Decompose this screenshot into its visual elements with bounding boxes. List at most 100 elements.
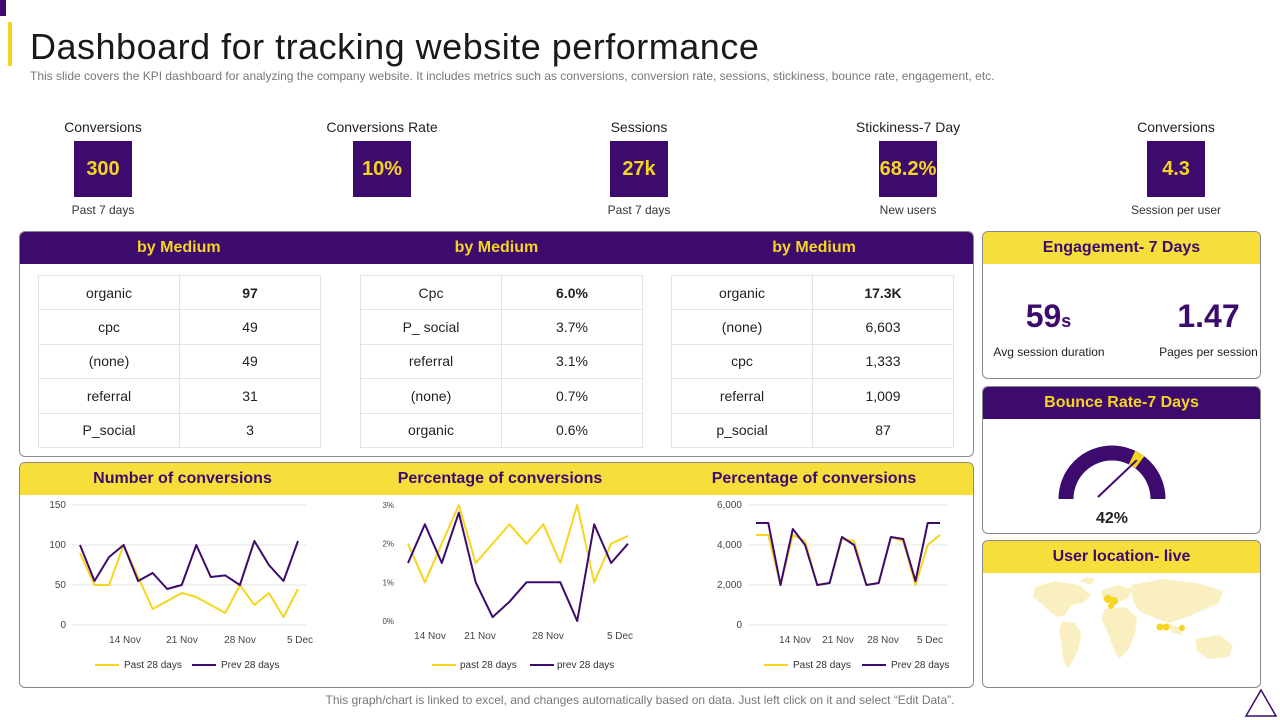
medium-conversions-table: organic 97 cpc 49 (none) 49 referral 31 P_so… xyxy=(38,274,321,448)
x-tick-label: 21 Nov xyxy=(464,631,496,642)
world-map-land xyxy=(1033,577,1233,669)
kpi-value: 10% xyxy=(353,141,411,197)
page-title: Dashboard for tracking website performan… xyxy=(30,26,760,67)
kpi-label: Sessions xyxy=(610,119,668,135)
kpi-value: 27k xyxy=(610,141,668,197)
table-cell-medium: referral xyxy=(671,378,813,414)
y-tick-label: 2,000 xyxy=(717,580,742,591)
table-row: cpc 49 xyxy=(38,309,321,345)
bounce-gauge: 42% xyxy=(1058,445,1166,527)
kpi-label: Conversions xyxy=(64,119,142,135)
by-medium-header: by Medium xyxy=(454,239,539,256)
series-line xyxy=(79,544,299,618)
table-cell-value: 0.7% xyxy=(501,378,643,414)
table-row: (none) 6,603 xyxy=(671,309,954,345)
chart-title: Percentage of conversions xyxy=(397,470,603,487)
x-tick-label: 21 Nov xyxy=(166,635,198,646)
kpi-label: Conversions Rate xyxy=(326,119,438,135)
table-cell-medium: p_social xyxy=(671,412,813,448)
kpi-value: 68.2% xyxy=(879,141,937,197)
table-cell-value: 87 xyxy=(812,412,954,448)
conversion-charts-panel: Number of conversions Percentage of conv… xyxy=(19,462,974,688)
chart-header-bar: Number of conversions Percentage of conv… xyxy=(20,463,973,495)
legend-label: Past 28 days xyxy=(124,660,182,671)
kpi-sub xyxy=(297,203,467,217)
by-medium-header: by Medium xyxy=(137,239,221,256)
number-of-conversions-chart: 150 100 50 0 14 Nov 21 Nov 28 Nov 5 Dec Past 28 … xyxy=(49,500,313,671)
series-line xyxy=(79,540,299,590)
kpi-sub: Past 7 days xyxy=(71,203,135,217)
kpi-label: Conversions xyxy=(1137,119,1215,135)
kpi-sessions: Sessions 27k Past 7 days xyxy=(554,118,724,217)
duration-unit: s xyxy=(1061,311,1072,331)
table-cell-value: 49 xyxy=(179,309,321,345)
table-cell-medium: P_social xyxy=(38,412,180,448)
table-row: referral 3.1% xyxy=(360,343,643,380)
x-tick-label: 5 Dec xyxy=(917,635,943,646)
table-row: referral 31 xyxy=(38,378,321,414)
pages-per-session-value: 1.47 xyxy=(1177,298,1240,334)
y-tick-label: 3% xyxy=(382,501,394,510)
y-tick-label: 100 xyxy=(49,540,66,551)
y-tick-label: 2% xyxy=(382,540,394,549)
table-cell-value: 6,603 xyxy=(812,309,954,345)
table-cell-value: 0.6% xyxy=(501,412,643,448)
y-tick-label: 1% xyxy=(382,578,394,587)
table-row: P_social 3 xyxy=(38,412,321,448)
chart-title: Number of conversions xyxy=(93,470,272,487)
series-line xyxy=(407,511,629,622)
live-location-dots xyxy=(1104,595,1185,631)
table-cell-value: 1,333 xyxy=(812,343,954,380)
x-tick-label: 5 Dec xyxy=(607,631,633,642)
y-tick-label: 4,000 xyxy=(717,540,742,551)
table-cell-value: 3.7% xyxy=(501,309,643,345)
table-cell-value: 1,009 xyxy=(812,378,954,414)
x-tick-label: 5 Dec xyxy=(287,635,313,646)
table-cell-medium: referral xyxy=(360,343,502,380)
table-cell-medium: P_ social xyxy=(360,309,502,345)
location-dot xyxy=(1179,625,1185,631)
kpi-sub: New users xyxy=(879,203,937,217)
x-tick-label: 14 Nov xyxy=(414,631,446,642)
table-cell-medium: (none) xyxy=(671,309,813,345)
x-tick-label: 28 Nov xyxy=(867,635,899,646)
table-cell-medium: (none) xyxy=(38,343,180,380)
table-cell-value: 49 xyxy=(179,343,321,380)
footnote: This graph/chart is linked to excel, and… xyxy=(325,693,955,707)
chart-title: Percentage of conversions xyxy=(711,470,917,487)
x-tick-label: 28 Nov xyxy=(532,631,564,642)
bounce-rate-panel: Bounce Rate-7 Days 42% xyxy=(982,386,1261,534)
percentage-of-conversions-chart-2: 6,000 4,000 2,000 0 14 Nov 21 Nov 28 Nov 5 Dec P… xyxy=(717,500,949,671)
y-tick-label: 0 xyxy=(736,620,742,631)
table-cell-medium: cpc xyxy=(38,309,180,345)
page-subtitle: This slide covers the KPI dashboard for … xyxy=(30,69,995,83)
world-map xyxy=(1033,577,1233,669)
kpi-stickiness: Stickiness-7 Day 68.2% New users xyxy=(823,118,993,217)
medium-rate-table: Cpc 6.0% P_ social 3.7% referral 3.1% (none… xyxy=(360,274,643,448)
avg-session-duration-label: Avg session duration xyxy=(993,345,1105,359)
gauge-needle xyxy=(1097,459,1138,498)
table-cell-medium: Cpc xyxy=(360,274,502,311)
y-tick-label: 0 xyxy=(60,620,66,631)
kpi-conversions: Conversions 300 Past 7 days xyxy=(18,118,188,217)
by-medium-panel: by Medium by Medium by Medium organic 97 … xyxy=(19,231,974,457)
by-medium-header-bar: by Medium by Medium by Medium xyxy=(20,232,973,264)
percentage-of-conversions-chart: 3% 2% 1% 0% 14 Nov 21 Nov 28 Nov 5 Dec past 28 d… xyxy=(382,501,633,671)
table-row: organic 17.3K xyxy=(671,274,954,311)
medium-sessions-table: organic 17.3K (none) 6,603 cpc 1,333 referr… xyxy=(671,274,954,448)
kpi-value: 300 xyxy=(74,141,132,197)
y-tick-label: 50 xyxy=(55,580,67,591)
table-row: organic 97 xyxy=(38,274,321,311)
legend-label: past 28 days xyxy=(460,660,517,671)
legend-label: prev 28 days xyxy=(557,660,614,671)
table-cell-medium: (none) xyxy=(360,378,502,414)
y-tick-label: 6,000 xyxy=(717,500,742,511)
x-tick-label: 14 Nov xyxy=(779,635,811,646)
table-row: referral 1,009 xyxy=(671,378,954,414)
y-tick-label: 150 xyxy=(49,500,66,511)
table-cell-medium: referral xyxy=(38,378,180,414)
table-row: P_ social 3.7% xyxy=(360,309,643,345)
kpi-sub: Session per user xyxy=(1130,203,1222,217)
table-row: (none) 49 xyxy=(38,343,321,380)
title-accent-bar xyxy=(8,22,12,66)
